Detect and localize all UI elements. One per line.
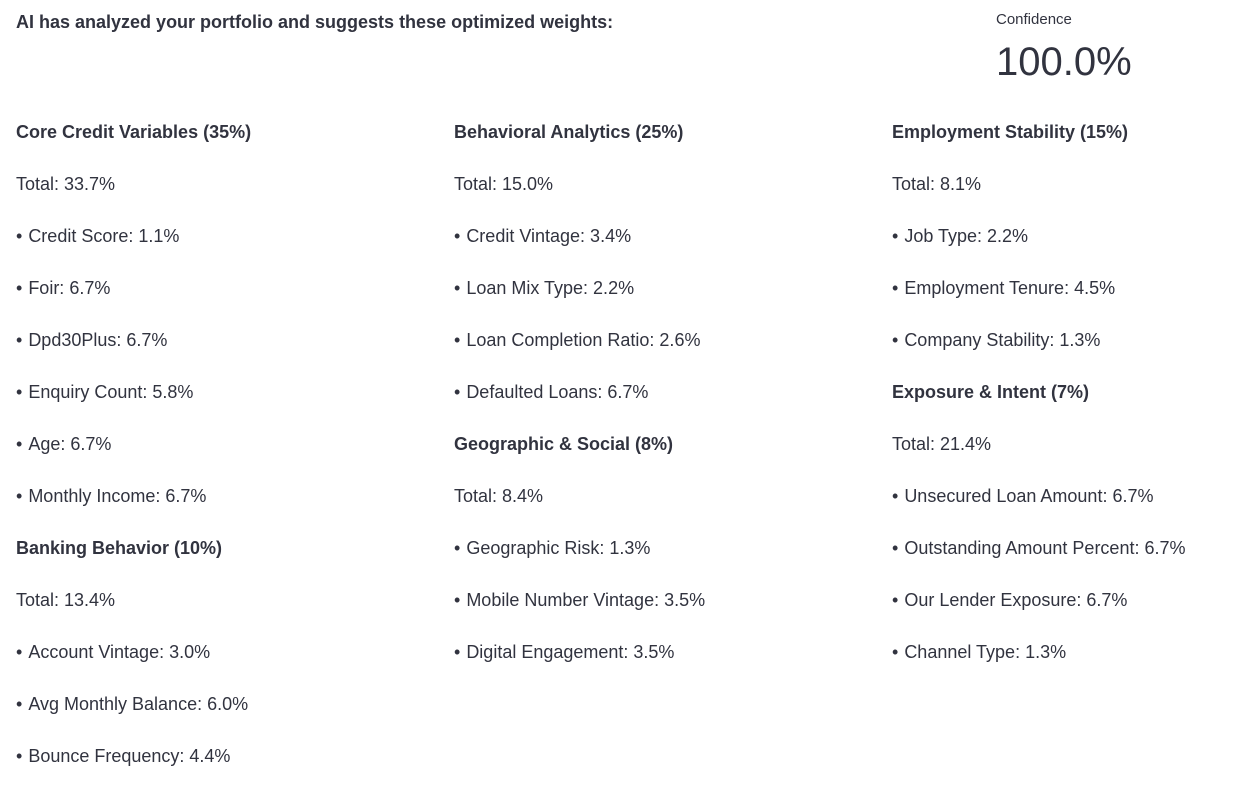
weight-item: • Channel Type: 1.3% xyxy=(892,640,1256,692)
weight-item-label: Defaulted Loans: 6.7% xyxy=(466,382,649,402)
weight-item-label: Channel Type: 1.3% xyxy=(904,642,1067,662)
group-title-geographic-social: Geographic & Social (8%) xyxy=(454,434,674,454)
weight-item: • Loan Mix Type: 2.2% xyxy=(454,276,874,328)
weight-item-label: Age: 6.7% xyxy=(28,434,112,454)
confidence-metric: Confidence 100.0% xyxy=(996,10,1132,86)
group-total-banking-behavior: Total: 13.4% xyxy=(16,590,116,610)
weight-item-label: Mobile Number Vintage: 3.5% xyxy=(466,590,706,610)
weight-item-label: Unsecured Loan Amount: 6.7% xyxy=(904,486,1154,506)
group-total-behavioral-analytics: Total: 15.0% xyxy=(454,174,554,194)
bullet-icon: • xyxy=(16,434,23,454)
bullet-icon: • xyxy=(454,642,461,662)
weight-item-label: Geographic Risk: 1.3% xyxy=(466,538,651,558)
weight-item: • Loan Completion Ratio: 2.6% xyxy=(454,328,874,380)
bullet-icon: • xyxy=(454,278,461,298)
weight-item: • Avg Monthly Balance: 6.0% xyxy=(16,692,436,744)
intro-text: AI has analyzed your portfolio and sugge… xyxy=(16,12,614,32)
weight-item: • Geographic Risk: 1.3% xyxy=(454,536,874,588)
weight-item-label: Credit Score: 1.1% xyxy=(28,226,180,246)
group-title-banking-behavior: Banking Behavior (10%) xyxy=(16,538,223,558)
bullet-icon: • xyxy=(16,642,23,662)
bullet-icon: • xyxy=(16,486,23,506)
weight-item-label: Account Vintage: 3.0% xyxy=(28,642,211,662)
weight-item: • Bounce Frequency: 4.4% xyxy=(16,744,436,796)
weight-item: • Unsecured Loan Amount: 6.7% xyxy=(892,484,1256,536)
bullet-icon: • xyxy=(16,330,23,350)
group-total-core-credit: Total: 33.7% xyxy=(16,174,116,194)
weight-item-label: Digital Engagement: 3.5% xyxy=(466,642,675,662)
bullet-icon: • xyxy=(16,278,23,298)
group-title-behavioral-analytics: Behavioral Analytics (25%) xyxy=(454,122,684,142)
weight-item-label: Dpd30Plus: 6.7% xyxy=(28,330,168,350)
bullet-icon: • xyxy=(16,226,23,246)
weight-item: • Company Stability: 1.3% xyxy=(892,328,1256,380)
bullet-icon: • xyxy=(16,382,23,402)
weight-item: • Our Lender Exposure: 6.7% xyxy=(892,588,1256,640)
bullet-icon: • xyxy=(454,538,461,558)
group-total-employment-stability: Total: 8.1% xyxy=(892,174,982,194)
confidence-value: 100.0% xyxy=(996,40,1132,84)
weight-item-label: Monthly Income: 6.7% xyxy=(28,486,207,506)
confidence-label: Confidence xyxy=(996,11,1072,28)
weight-item: • Dpd30Plus: 6.7% xyxy=(16,328,436,380)
weight-item: • Foir: 6.7% xyxy=(16,276,436,328)
bullet-icon: • xyxy=(454,590,461,610)
weight-item-label: Bounce Frequency: 4.4% xyxy=(28,746,231,766)
group-total-exposure-intent: Total: 21.4% xyxy=(892,434,992,454)
bullet-icon: • xyxy=(892,330,899,350)
weight-item-label: Loan Completion Ratio: 2.6% xyxy=(466,330,701,350)
bullet-icon: • xyxy=(16,694,23,714)
group-title-core-credit: Core Credit Variables (35%) xyxy=(16,122,252,142)
bullet-icon: • xyxy=(892,486,899,506)
weight-item-label: Loan Mix Type: 2.2% xyxy=(466,278,635,298)
weight-item: • Digital Engagement: 3.5% xyxy=(454,640,874,692)
weight-item: • Outstanding Amount Percent: 6.7% xyxy=(892,536,1256,588)
group-total-geographic-social: Total: 8.4% xyxy=(454,486,544,506)
weight-item: • Job Type: 2.2% xyxy=(892,224,1256,276)
bullet-icon: • xyxy=(454,382,461,402)
weight-item-label: Enquiry Count: 5.8% xyxy=(28,382,194,402)
weight-item-label: Our Lender Exposure: 6.7% xyxy=(904,590,1128,610)
weight-item-label: Outstanding Amount Percent: 6.7% xyxy=(904,538,1186,558)
bullet-icon: • xyxy=(16,746,23,766)
bullet-icon: • xyxy=(892,278,899,298)
weight-item: • Employment Tenure: 4.5% xyxy=(892,276,1256,328)
bullet-icon: • xyxy=(892,590,899,610)
weight-item: • Enquiry Count: 5.8% xyxy=(16,380,436,432)
bullet-icon: • xyxy=(892,226,899,246)
weights-column-3: Employment Stability (15%) Total: 8.1% •… xyxy=(892,120,1256,692)
weight-item: • Credit Score: 1.1% xyxy=(16,224,436,276)
weight-item: • Age: 6.7% xyxy=(16,432,436,484)
weight-item-label: Company Stability: 1.3% xyxy=(904,330,1101,350)
weight-item-label: Avg Monthly Balance: 6.0% xyxy=(28,694,249,714)
weight-item: • Defaulted Loans: 6.7% xyxy=(454,380,874,432)
bullet-icon: • xyxy=(454,330,461,350)
weight-item: • Mobile Number Vintage: 3.5% xyxy=(454,588,874,640)
weight-item-label: Employment Tenure: 4.5% xyxy=(904,278,1116,298)
weights-column-1: Core Credit Variables (35%) Total: 33.7%… xyxy=(16,120,436,796)
weight-item-label: Credit Vintage: 3.4% xyxy=(466,226,632,246)
bullet-icon: • xyxy=(454,226,461,246)
bullet-icon: • xyxy=(892,642,899,662)
group-title-exposure-intent: Exposure & Intent (7%) xyxy=(892,382,1090,402)
weight-item: • Credit Vintage: 3.4% xyxy=(454,224,874,276)
group-title-employment-stability: Employment Stability (15%) xyxy=(892,122,1129,142)
weight-item: • Account Vintage: 3.0% xyxy=(16,640,436,692)
bullet-icon: • xyxy=(892,538,899,558)
weight-item: • Monthly Income: 6.7% xyxy=(16,484,436,536)
weights-column-2: Behavioral Analytics (25%) Total: 15.0% … xyxy=(454,120,874,692)
weight-item-label: Foir: 6.7% xyxy=(28,278,111,298)
weight-item-label: Job Type: 2.2% xyxy=(904,226,1029,246)
